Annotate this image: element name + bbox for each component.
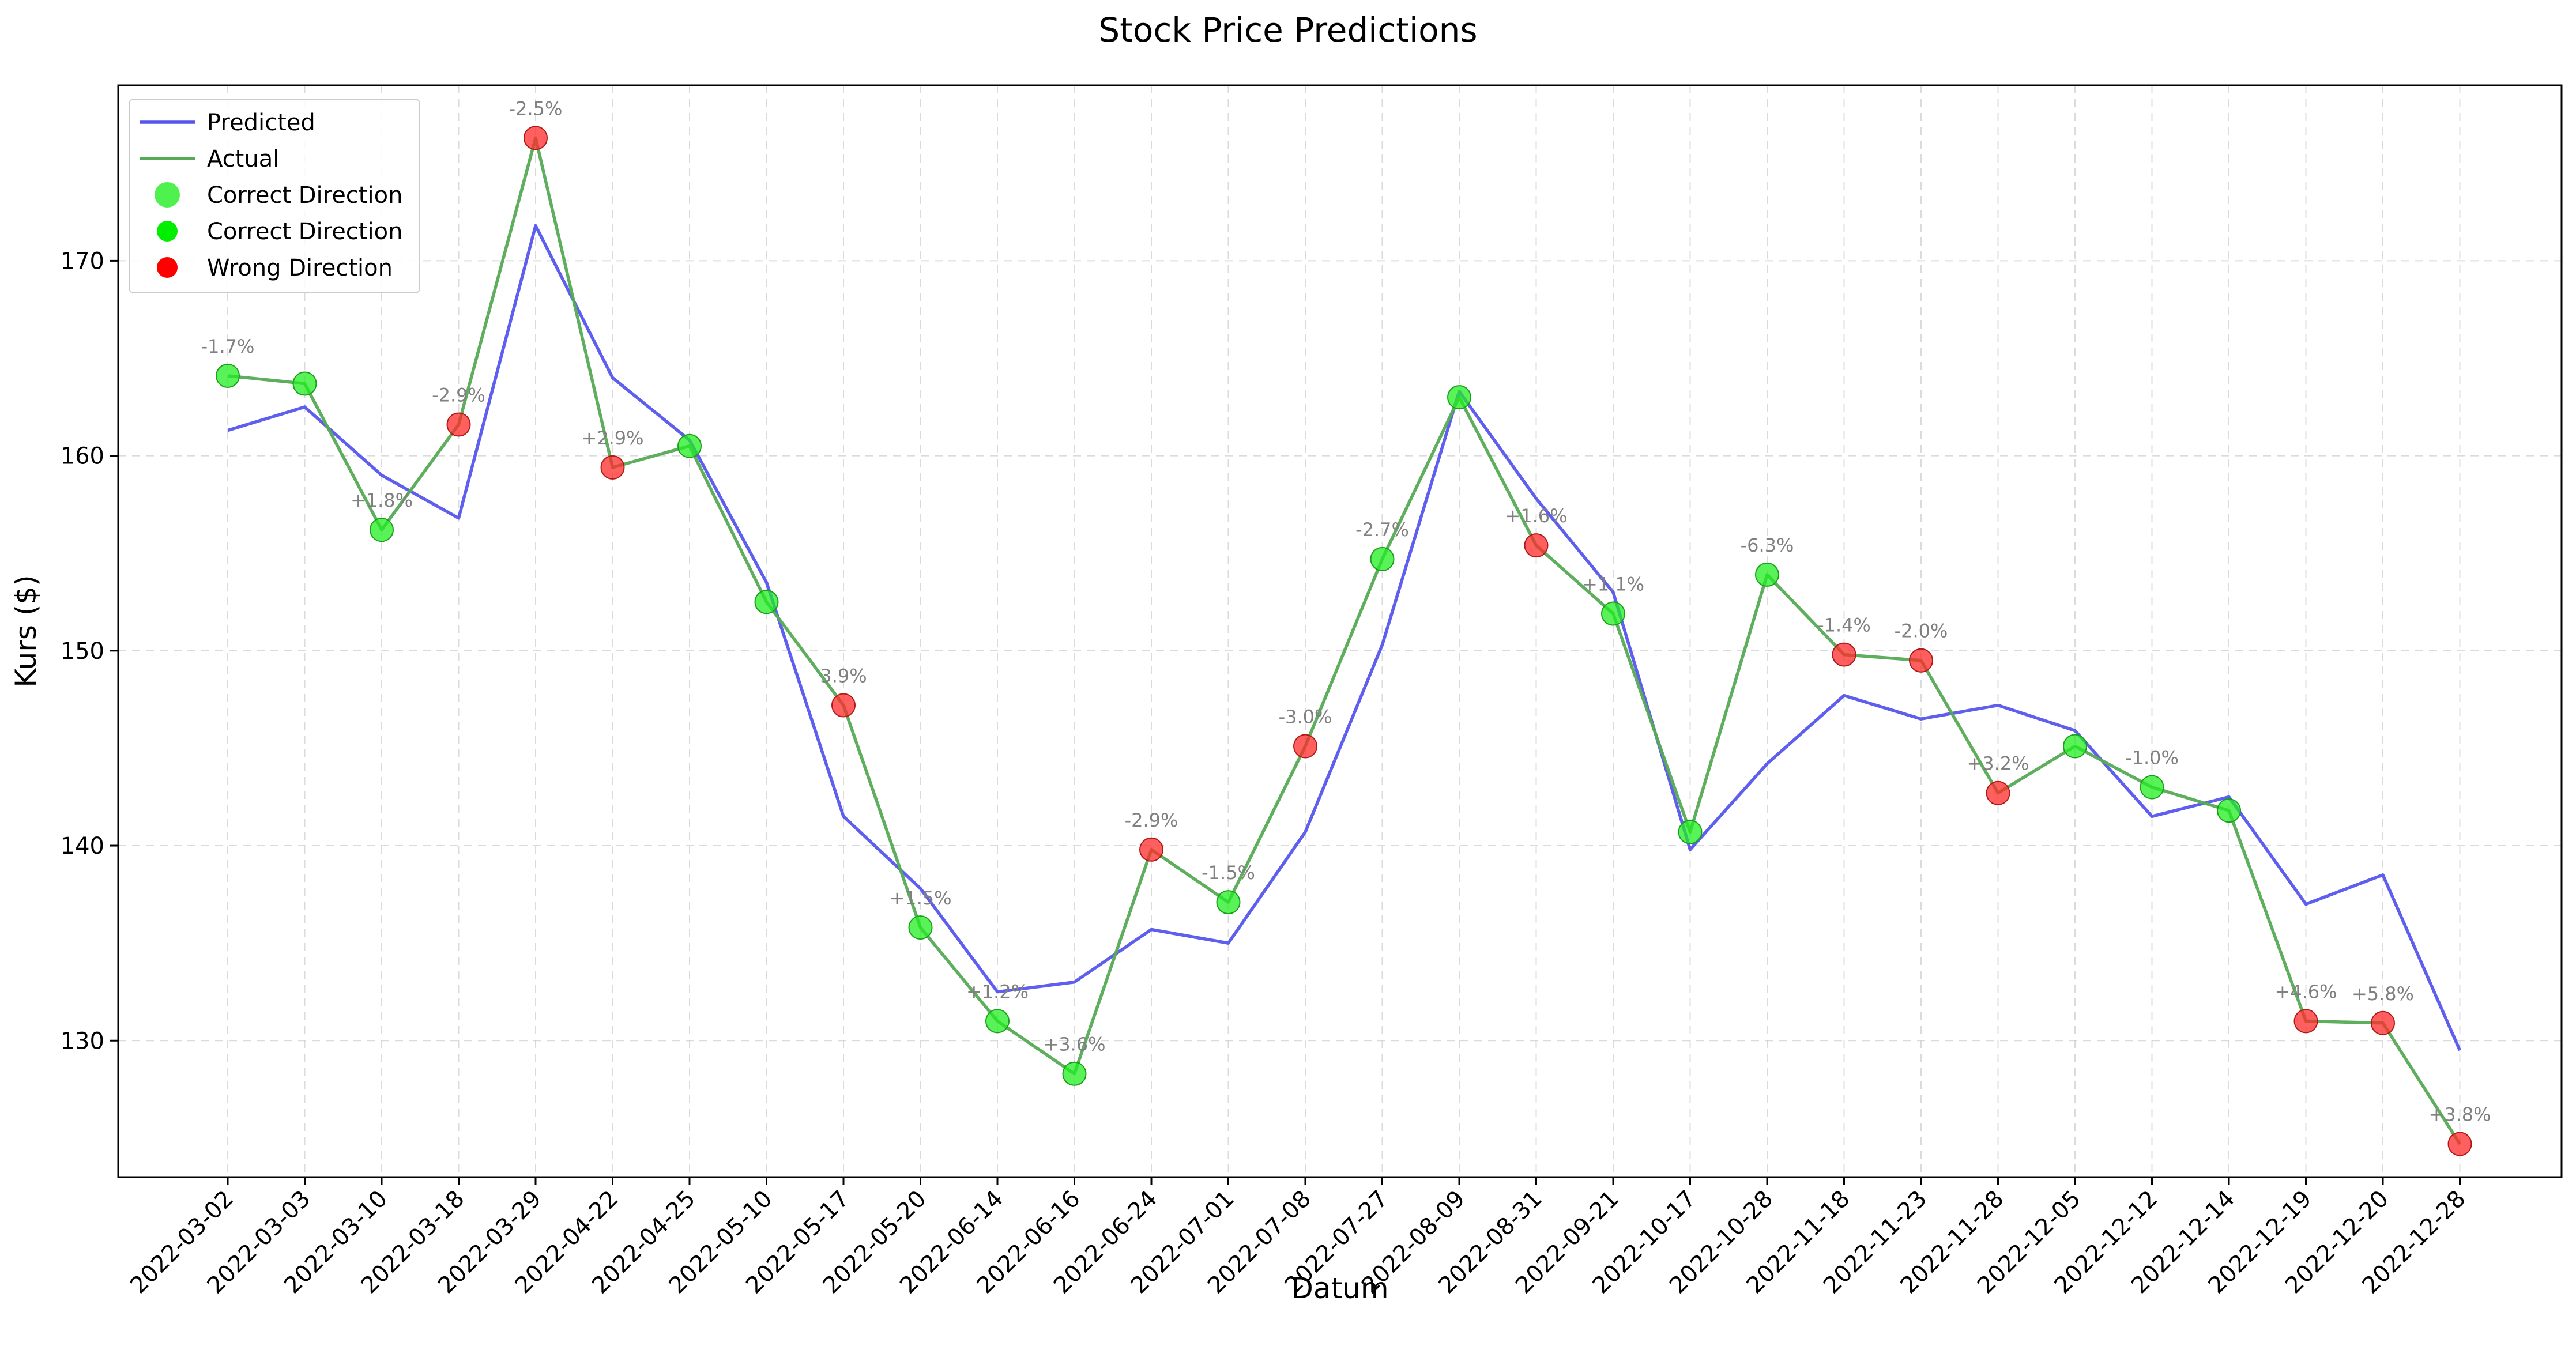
error-annotation: -2.0% [1895, 620, 1948, 642]
error-annotation: -1.5% [1202, 862, 1255, 884]
correct-direction-marker [1062, 1061, 1087, 1086]
series-line-actual [227, 136, 2461, 1145]
legend-label: Correct Direction [207, 218, 402, 245]
wrong-direction-marker [831, 693, 856, 718]
legend-label: Wrong Direction [207, 255, 393, 281]
correct-direction-marker [2063, 734, 2087, 759]
error-annotation: -2.9% [1125, 809, 1178, 831]
error-annotation: -2.7% [1355, 519, 1409, 541]
y-tick-label: 130 [61, 1028, 104, 1054]
correct-direction-marker [2217, 798, 2241, 823]
error-annotation: +1.6% [1505, 505, 1567, 527]
grid-layer [118, 85, 2562, 1177]
legend-swatch-correct-direction [157, 221, 178, 242]
wrong-direction-marker [600, 455, 625, 480]
correct-direction-marker [216, 363, 240, 388]
error-annotation: +1.2% [966, 981, 1029, 1002]
y-tick-label: 170 [61, 248, 104, 274]
error-annotation: +1.8% [351, 489, 413, 511]
marker-layer [216, 126, 2472, 1156]
y-tick-label: 140 [61, 833, 104, 859]
correct-direction-marker [908, 915, 933, 940]
legend-label: Predicted [207, 110, 315, 136]
legend-box [129, 99, 420, 293]
wrong-direction-marker [446, 412, 471, 437]
y-axis: 130 140 150 160 170 [61, 248, 118, 1054]
error-annotation: -1.0% [2125, 747, 2179, 769]
error-annotation: -2.5% [509, 97, 563, 119]
wrong-direction-marker [1909, 648, 1933, 673]
error-annotation: +3.8% [2428, 1104, 2491, 1126]
error-annotation: +5.8% [2352, 983, 2414, 1005]
error-annotation: -1.4% [1817, 614, 1871, 636]
series-layer [227, 136, 2462, 1145]
wrong-direction-marker [1986, 780, 2010, 805]
error-annotation: +3.6% [1043, 1034, 1105, 1055]
correct-direction-marker [1216, 890, 1241, 915]
legend-swatch-wrong-direction [157, 257, 178, 278]
y-tick-label: 160 [61, 443, 104, 470]
correct-direction-marker [1678, 820, 1703, 844]
correct-direction-marker [1601, 601, 1625, 626]
correct-direction-marker [985, 1009, 1010, 1034]
wrong-direction-marker [1832, 642, 1856, 667]
plot-frame [117, 84, 2563, 1178]
error-annotation: -6.3% [1741, 534, 1794, 556]
correct-direction-marker [292, 371, 317, 396]
wrong-direction-marker [1524, 533, 1549, 558]
wrong-direction-marker [2371, 1010, 2395, 1035]
error-annotation: +1.5% [889, 887, 951, 909]
error-annotation: -2.9% [432, 384, 485, 406]
error-annotation: -3.0% [1279, 706, 1332, 728]
wrong-direction-marker [2447, 1132, 2472, 1156]
legend-label: Actual [207, 146, 279, 172]
y-tick-label: 150 [61, 638, 104, 665]
error-annotation: +1.1% [1582, 574, 1644, 595]
correct-direction-marker [2140, 775, 2164, 800]
wrong-direction-marker [2293, 1009, 2318, 1034]
correct-direction-marker [1447, 385, 1471, 410]
error-annotation: +3.2% [1967, 753, 2029, 775]
legend: Predicted Actual Correct Direction Correct … [129, 99, 420, 293]
x-axis-label: Datum [1291, 1272, 1388, 1305]
y-axis-label: Kurs ($) [9, 575, 43, 687]
wrong-direction-marker [524, 126, 548, 150]
correct-direction-marker [1755, 562, 1779, 587]
chart-title: Stock Price Predictions [1098, 10, 1477, 50]
legend-swatch-correct-direction [155, 182, 180, 208]
correct-direction-marker [370, 518, 394, 542]
correct-direction-marker [754, 590, 779, 614]
correct-direction-marker [1370, 546, 1395, 571]
series-line-predicted [227, 224, 2462, 1051]
legend-label: Correct Direction [207, 182, 402, 209]
error-annotation: +2.9% [581, 427, 643, 449]
annotation-layer: -1.7% +1.8% -2.9% -2.5% +2.9% 3.9% +1.5% +1.2% +… [201, 97, 2491, 1125]
wrong-direction-marker [1293, 734, 1317, 759]
error-annotation: 3.9% [820, 665, 867, 687]
error-annotation: -1.7% [201, 335, 255, 357]
correct-direction-marker [677, 433, 702, 458]
error-annotation: +4.6% [2274, 981, 2337, 1002]
wrong-direction-marker [1139, 837, 1163, 862]
